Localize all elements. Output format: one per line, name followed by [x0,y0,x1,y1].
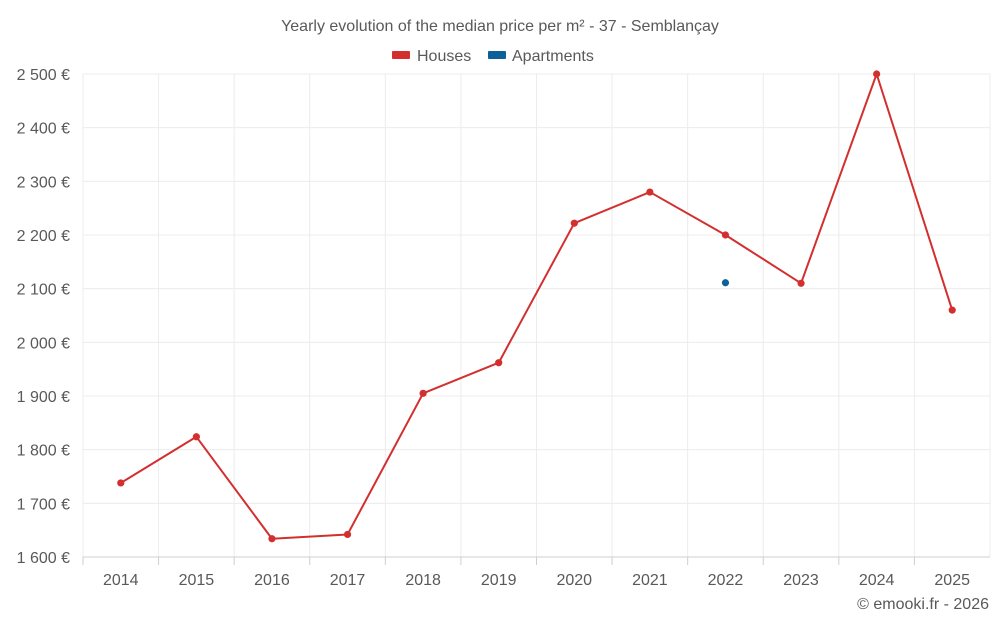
x-axis-ticks: 2014 2015 2016 2017 2018 2019 2020 2021 2022 2023… [82,557,970,589]
y-tick-label: 2 100 € [17,282,70,299]
data-point-houses-2023[interactable] [797,279,805,287]
x-tick-label: 2019 [481,572,517,589]
x-tick-label: 2014 [103,572,139,589]
legend-swatch-houses [392,51,410,59]
x-tick-label: 2022 [708,572,744,589]
data-point-houses-2024[interactable] [873,70,881,78]
y-tick-label: 1 700 € [17,496,70,513]
y-axis-ticks: 1 600 € 1 700 € 1 800 € 1 900 € 2 000 € 2 100… [17,67,70,567]
data-point-houses-2019[interactable] [495,359,503,367]
legend-swatch-apartments [488,51,506,59]
x-tick-label: 2020 [556,572,592,589]
credit-text: © emooki.fr - 2026 [857,596,989,613]
grid [82,73,991,557]
data-point-houses-2017[interactable] [343,530,352,539]
y-tick-label: 2 400 € [17,121,70,138]
legend-item-houses[interactable]: Houses [392,48,471,65]
legend-label-houses: Houses [417,48,471,65]
x-tick-label: 2016 [254,572,290,589]
data-point-houses-2014[interactable] [117,479,125,487]
data-point-houses-2025[interactable] [948,306,956,314]
y-tick-label: 2 500 € [17,67,70,84]
data-point-houses-2022[interactable] [721,231,730,239]
chart-title: Yearly evolution of the median price per… [281,18,719,35]
series-houses [117,70,956,543]
x-tick-label: 2024 [859,572,895,589]
x-tick-label: 2025 [934,572,970,589]
data-point-houses-2021[interactable] [646,188,654,196]
y-tick-label: 1 600 € [17,550,70,567]
x-tick-label: 2023 [783,572,819,589]
y-tick-label: 2 200 € [17,228,70,245]
legend-label-apartments: Apartments [512,48,594,65]
x-tick-label: 2017 [330,572,366,589]
data-point-houses-2015[interactable] [192,433,200,441]
y-tick-label: 1 800 € [17,443,70,460]
series [117,70,956,543]
series-apartments [721,279,730,287]
x-tick-label: 2015 [179,572,215,589]
data-point-houses-2018[interactable] [419,389,427,397]
x-tick-label: 2018 [405,572,441,589]
series-line-houses [120,73,954,540]
y-tick-label: 2 000 € [17,335,70,352]
data-point-houses-2016[interactable] [268,535,276,543]
legend: Houses Apartments [392,48,594,65]
data-point-houses-2020[interactable] [570,219,578,227]
legend-item-apartments[interactable]: Apartments [488,48,594,65]
data-point-apartments-2022[interactable] [721,279,730,287]
y-tick-label: 2 300 € [17,174,70,191]
x-tick-label: 2021 [632,572,668,589]
y-tick-label: 1 900 € [17,389,70,406]
